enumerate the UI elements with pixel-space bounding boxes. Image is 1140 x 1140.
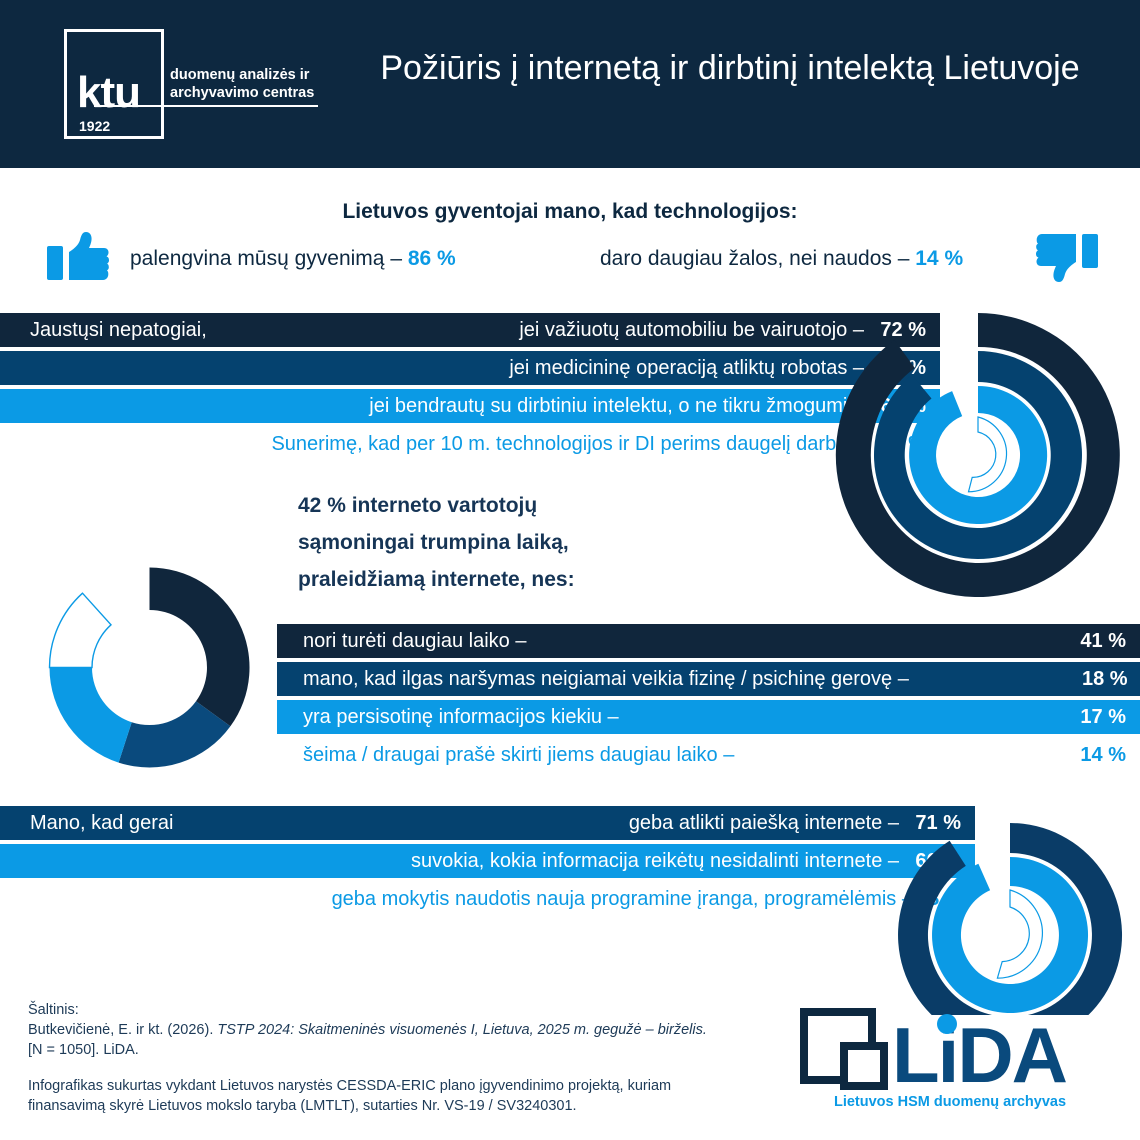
footer-project-line2: finansavimą skyrė Lietuvos mokslo taryba… (28, 1098, 577, 1114)
ktu-year: 1922 (79, 118, 111, 134)
table-row: geba mokytis naudotis nauja programine į… (0, 882, 975, 916)
citation-prefix: Butkevičienė, E. ir kt. (2026). (28, 1022, 218, 1038)
ktu-logo: ktu 1922 (64, 29, 164, 139)
table-row: šeima / draugai prašė skirti jiems daugi… (277, 738, 1140, 772)
ktu-wordmark: ktu (77, 68, 141, 117)
section3-heading: 42 % interneto vartotojų sąmoningai trum… (298, 487, 575, 598)
section1-right-value: 14 % (915, 247, 964, 270)
page-header: ktu 1922 duomenų analizės ir archyvavimo… (0, 0, 1140, 168)
section4-lead: Mano, kad gerai (30, 811, 174, 834)
section2-lead: Jaustųsi nepatogiai, (30, 318, 207, 341)
table-row: mano, kad ilgas naršymas neigiamai veiki… (277, 662, 1140, 696)
radial-chart-attitudes (828, 305, 1128, 605)
lida-logo: LiDA (800, 1008, 1100, 1118)
footer-citation-suffix: [N = 1050]. LiDA. (28, 1042, 139, 1058)
row-value: 41 % (1080, 629, 1126, 652)
row-value: 72 % (880, 318, 926, 341)
section1-right-stat: daro daugiau žalos, nei naudos – 14 % (600, 247, 963, 271)
radial-chart-skills (885, 795, 1135, 1015)
table-row: yra persisotinę informacijos kiekiu – 17… (277, 700, 1140, 734)
row-label: šeima / draugai prašė skirti jiems daugi… (303, 743, 735, 766)
footer-citation: Butkevičienė, E. ir kt. (2026). TSTP 202… (28, 1020, 798, 1040)
row-label: Sunerimę, kad per 10 m. technologijos ir… (271, 432, 864, 455)
section1-title: Lietuvos gyventojai mano, kad technologi… (342, 200, 798, 223)
section3-heading-line3: praleidžiamą internete, nes: (298, 568, 575, 591)
table-row: jei bendrautų su dirbtiniu intelektu, o … (0, 389, 940, 423)
section1-left-value: 86 % (407, 247, 456, 270)
row-value: 71 % (915, 811, 961, 834)
row-label: nori turėti daugiau laiko – (303, 629, 527, 652)
thumbs-up-icon (47, 232, 109, 284)
section1-left-stat: palengvina mūsų gyvenimą – 86 % (130, 247, 456, 271)
svg-text:LiDA: LiDA (892, 1011, 1067, 1098)
page-title: Požiūris į internetą ir dirbtinį intelek… (380, 49, 1080, 87)
row-label: yra persisotinę informacijos kiekiu – (303, 705, 619, 728)
section3-heading-line2: sąmoningai trumpina laiką, (298, 531, 569, 554)
section3-heading-line1: 42 % interneto vartotojų (298, 494, 538, 517)
row-value: 14 % (1080, 743, 1126, 766)
section1-left-label: palengvina mūsų gyvenimą – (130, 247, 408, 270)
lida-caption: Lietuvos HSM duomenų archyvas (833, 1094, 1067, 1110)
row-value: 18 % (1082, 667, 1128, 690)
row-label: suvokia, kokia informacija reikėtų nesid… (410, 849, 899, 872)
section1-right-label: daro daugiau žalos, nei naudos – (600, 247, 916, 270)
table-row: Mano, kad gerai geba atlikti paiešką int… (0, 806, 975, 840)
row-label: geba atlikti paiešką internete – (628, 811, 899, 834)
footer-text: Šaltinis: Butkevičienė, E. ir kt. (2026)… (28, 1000, 798, 1116)
table-row: nori turėti daugiau laiko – 41 % (277, 624, 1140, 658)
footer-project-line1: Infografikas sukurtas vykdant Lietuvos n… (28, 1078, 672, 1094)
table-row: suvokia, kokia informacija reikėtų nesid… (0, 844, 975, 878)
footer-source-label: Šaltinis: (28, 1002, 79, 1018)
row-label: jei važiuotų automobiliu be vairuotojo – (519, 318, 864, 341)
row-label: geba mokytis naudotis nauja programine į… (331, 887, 913, 910)
table-row: Sunerimę, kad per 10 m. technologijos ir… (0, 427, 940, 461)
citation-title: TSTP 2024: Skaitmeninės visuomenės I, Li… (217, 1022, 707, 1038)
row-value: 17 % (1080, 705, 1126, 728)
table-row: Jaustųsi nepatogiai, jei važiuotų automo… (0, 313, 940, 347)
table-row: jei medicininę operaciją atliktų robotas… (0, 351, 940, 385)
ktu-logo-divider (94, 105, 318, 107)
row-label: mano, kad ilgas naršymas neigiamai veiki… (303, 667, 909, 690)
ktu-logo-subtitle: duomenų analizės ir archyvavimo centras (170, 67, 315, 101)
row-label: jei bendrautų su dirbtiniu intelektu, o … (369, 394, 864, 417)
donut-chart-time-reasons (27, 545, 272, 790)
row-label: jei medicininę operaciją atliktų robotas… (509, 356, 864, 379)
thumbs-down-icon (1036, 230, 1098, 284)
